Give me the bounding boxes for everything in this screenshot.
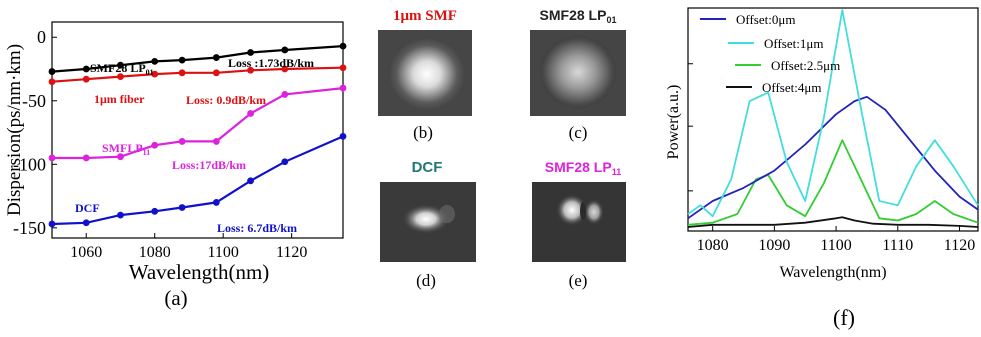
x-tick-label-f: 1110 [882,237,913,254]
data-point-a-2 [247,110,254,117]
mode-image-c-spot [540,36,616,108]
data-point-a-3 [117,211,124,219]
data-point-a-1 [178,69,186,77]
data-point-a-0 [48,68,56,75]
label-1um-fiber: 1μm fiber [94,92,145,106]
panel-f-spectrum-chart: 1080 1090 1100 1110 1120 Offset:0μm Offset:1μ… [665,7,979,330]
data-point-a-1 [151,70,159,78]
data-point-a-2 [82,154,90,162]
y-axis-label-a: Dispersion(ps/nm·km) [4,44,25,216]
data-point-a-0 [212,54,220,61]
data-point-a-1 [82,75,90,83]
loss-smf28: Loss :1.73dB/km [228,56,314,70]
data-point-a-3 [212,199,220,206]
label-dcf: DCF [75,201,100,215]
x-tick-label-a: 1100 [207,244,238,261]
y-tick-label-a: -150 [13,218,46,238]
series-line-f-1 [687,9,979,218]
x-tick-label-f: 1090 [758,237,790,254]
data-point-a-1 [48,78,56,86]
data-point-a-2 [281,91,289,98]
y-tick-label-a: -50 [22,91,46,111]
data-point-a-3 [82,219,90,227]
caption-e: (e) [569,271,588,290]
mode-image-d-spot [402,204,450,234]
mode-label-d: DCF [412,159,443,176]
y-tick-label-a: -100 [13,154,46,174]
mode-label-e: SMF28 LP11 [545,159,621,177]
data-point-a-0 [178,56,186,64]
mode-image-e-lobe [584,199,604,225]
caption-a: (a) [164,286,187,310]
mode-image-e-dark [580,202,586,220]
data-point-a-1 [212,69,220,77]
x-axis-label-f: Wavelength(nm) [779,264,886,281]
data-point-a-3 [178,204,186,211]
data-point-a-0 [281,46,289,54]
data-point-a-1 [281,65,289,73]
label-smflp11: SMFLP11 [102,141,150,157]
mode-image-b-spot [389,38,465,110]
legend-label-f: Offset:2.5μm [771,58,840,73]
data-point-a-2 [339,84,347,92]
data-point-a-0 [247,49,254,56]
mode-label-b: 1μm SMF [393,8,457,24]
data-point-a-2 [48,154,56,162]
mode-image-e-spot [556,194,588,226]
caption-c: (c) [569,123,588,142]
data-point-a-2 [212,138,220,145]
loss-dcf: Loss: 6.7dB/km [217,221,297,235]
panel-a-dispersion-chart: 0 -50 -100 -150 1060 1080 1100 1120 Dispersion… [4,21,347,310]
data-point-a-2 [178,138,186,145]
data-point-a-2 [151,141,159,149]
data-point-a-1 [117,73,124,81]
x-tick-label-f: 1100 [820,237,851,254]
data-point-a-3 [151,207,159,215]
mode-image-d-lobe [439,205,455,223]
caption-b: (b) [413,123,433,142]
mode-label-c: SMF28 LP01 [540,7,617,25]
loss-1um-fiber: Loss: 0.9dB/km [186,93,266,107]
data-point-a-0 [117,61,124,69]
mode-panel-b: 1μm SMF (b) [378,8,472,142]
y-axis-label-f: Power(a.u.) [665,85,682,160]
series-line-f-0 [687,95,979,220]
data-point-a-3 [339,132,347,140]
data-point-a-0 [82,65,90,73]
plot-frame-f [687,7,979,232]
data-point-a-3 [247,177,254,185]
legend-label-f: Offset:1μm [764,36,823,51]
data-point-a-2 [117,153,124,161]
data-point-a-0 [339,42,347,50]
data-point-a-3 [48,220,56,228]
x-tick-label-a: 1120 [276,244,307,261]
x-tick-label-f: 1080 [697,237,729,254]
caption-d: (d) [416,271,436,290]
data-point-a-1 [339,64,347,72]
loss-smflp11: Loss:17dB/km [172,158,246,172]
series-line-f-3 [687,216,979,228]
data-point-a-0 [151,57,159,65]
data-point-a-3 [281,158,289,166]
label-smf28-lp01: SMF28 LP01 [90,61,154,77]
mode-panel-e: SMF28 LP11 (e) [532,159,626,290]
x-tick-label-a: 1080 [139,244,171,261]
y-tick-label-a: 0 [37,27,46,47]
legend-label-f: Offset:0μm [736,12,795,27]
x-tick-label-f: 1120 [944,237,975,254]
legend-label-f: Offset:4μm [762,80,821,95]
x-tick-label-a: 1060 [70,244,102,261]
data-point-a-1 [247,66,254,74]
caption-f: (f) [833,305,855,330]
mode-panel-d: DCF (d) [380,159,476,290]
series-line-f-2 [687,139,979,226]
mode-panel-c: SMF28 LP01 (c) [530,7,626,142]
plot-frame-a [51,21,344,239]
x-axis-label-a: Wavelength(nm) [129,260,270,284]
